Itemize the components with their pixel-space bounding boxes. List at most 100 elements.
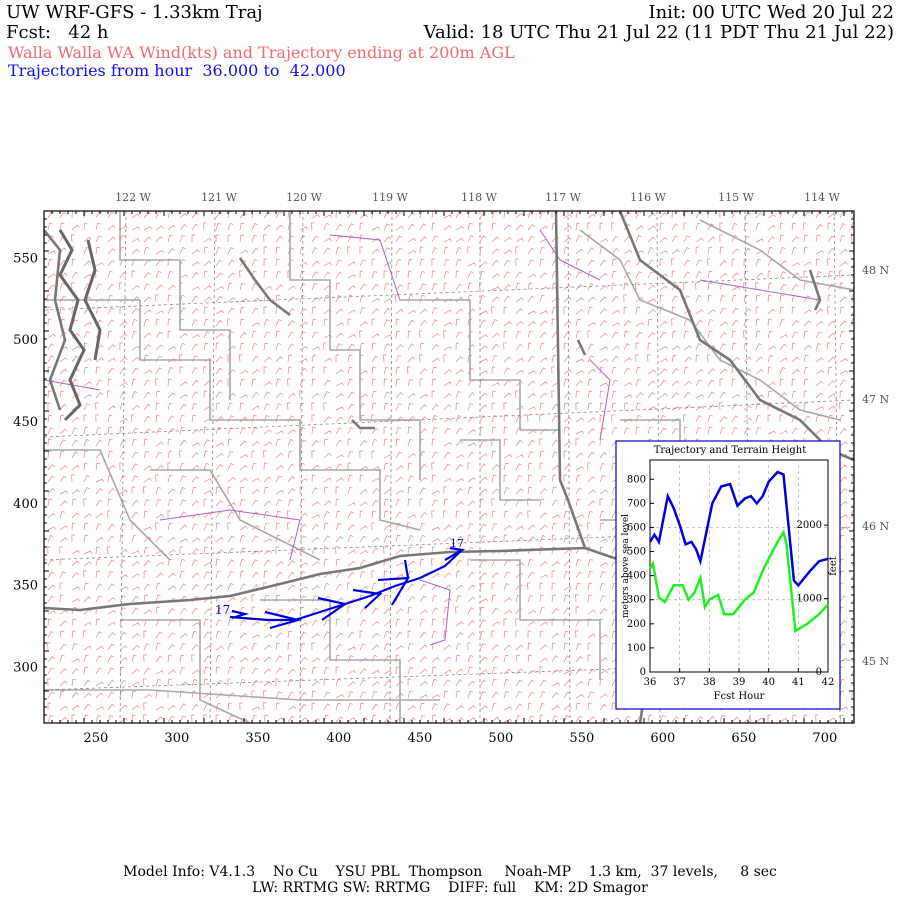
wind-barb <box>119 523 126 531</box>
wind-barb <box>503 306 508 315</box>
wind-barb <box>611 235 619 243</box>
wind-barb <box>827 306 831 315</box>
wind-barb <box>47 584 56 591</box>
trajectory-height-line <box>648 470 829 588</box>
wind-barb <box>107 632 116 639</box>
wind-barb <box>563 474 568 482</box>
wind-barb <box>263 570 268 579</box>
wind-barb <box>527 273 536 279</box>
wind-barb <box>467 318 472 327</box>
wind-barb <box>359 370 368 375</box>
wind-barb <box>299 331 306 339</box>
wind-barb <box>767 366 772 375</box>
wind-barb <box>491 655 499 663</box>
wind-barb <box>551 522 557 531</box>
wind-barb <box>755 282 759 291</box>
wind-barb <box>143 369 152 375</box>
wind-barb <box>503 283 511 291</box>
wind-barb <box>563 586 572 591</box>
wind-barb <box>179 414 185 423</box>
wind-barb <box>671 223 679 231</box>
wind-barb <box>371 378 376 387</box>
wind-barb <box>335 369 344 375</box>
wind-barb <box>707 236 716 243</box>
wind-barb <box>371 466 380 471</box>
wind-barb <box>491 488 500 495</box>
wind-barb <box>623 382 632 387</box>
wind-barb <box>227 222 234 231</box>
wind-barb <box>491 666 497 675</box>
wind-barb <box>503 414 508 423</box>
wind-barb <box>527 451 534 459</box>
wind-barb <box>611 270 617 279</box>
wind-barb <box>347 438 352 447</box>
wind-barb <box>347 606 351 615</box>
wind-barb <box>647 369 656 375</box>
wind-barb <box>227 535 235 543</box>
wind-barb <box>347 582 351 591</box>
wind-barb <box>155 513 164 519</box>
wind-barb <box>539 546 544 555</box>
wind-barb <box>599 595 606 603</box>
wind-barb <box>323 631 330 639</box>
coastline <box>58 229 102 422</box>
wind-barb <box>239 596 248 603</box>
wind-barb <box>515 488 524 495</box>
wind-barb <box>215 654 222 663</box>
wind-barb <box>443 258 450 267</box>
wind-barb <box>179 558 186 567</box>
wind-barb <box>227 715 234 723</box>
wind-barb <box>599 657 608 663</box>
wind-barb <box>491 498 495 507</box>
wind-barb <box>527 380 536 387</box>
wind-barb <box>119 417 128 423</box>
wind-barb <box>731 272 740 279</box>
wind-barb <box>539 381 548 387</box>
wind-barb <box>311 297 320 303</box>
wind-barb <box>443 238 452 243</box>
wind-barb <box>587 546 591 555</box>
wind-barb <box>59 414 64 423</box>
wind-barb <box>131 451 139 459</box>
wind-barb <box>251 571 259 579</box>
wind-barb <box>839 427 847 435</box>
wind-barb <box>335 536 344 543</box>
wind-barb <box>767 714 772 723</box>
wind-barb <box>575 558 582 567</box>
wind-barb <box>95 283 102 291</box>
wind-barb <box>71 464 80 471</box>
wind-barb <box>107 319 115 327</box>
wind-barb <box>47 306 52 314</box>
wind-barb <box>83 439 90 447</box>
wind-barb <box>95 536 104 543</box>
wind-barb <box>635 392 644 399</box>
wind-barb <box>851 222 854 231</box>
wind-barb <box>383 498 389 507</box>
wind-barb <box>575 308 584 315</box>
wind-barb <box>455 379 463 387</box>
wind-barb <box>347 450 354 459</box>
wind-barb <box>203 285 212 291</box>
x-grid-label: 600 <box>650 731 675 746</box>
wind-barb <box>59 306 64 315</box>
wind-barb <box>527 630 532 639</box>
wind-barb <box>119 657 128 663</box>
wind-barb <box>491 343 499 351</box>
init-time: Init: 00 UTC Wed 20 Jul 22 <box>648 2 894 23</box>
wind-barb <box>563 570 570 579</box>
wind-barb <box>371 582 377 591</box>
wind-barb <box>251 594 255 603</box>
wind-barb <box>455 501 464 507</box>
inset-y-tick-label: 800 <box>627 474 646 485</box>
wind-barb <box>311 633 320 639</box>
wind-barb <box>95 379 103 387</box>
wind-barb <box>695 319 703 327</box>
wind-barb <box>263 668 272 675</box>
wind-barb <box>215 356 224 363</box>
wind-barb <box>539 621 548 627</box>
wind-barb <box>335 427 343 435</box>
wind-barb <box>431 526 440 531</box>
wind-barb <box>251 535 259 543</box>
wind-barb <box>839 223 846 231</box>
wind-barb <box>143 318 149 327</box>
